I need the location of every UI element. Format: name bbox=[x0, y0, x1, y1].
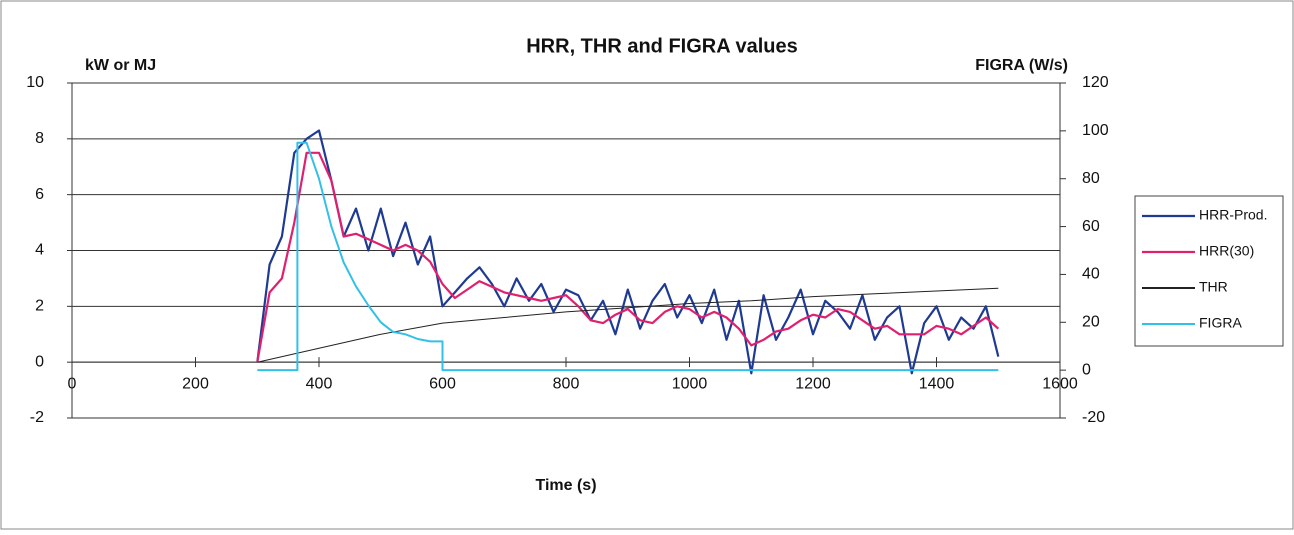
y-tick-label: 8 bbox=[35, 130, 44, 147]
legend-label: FIGRA bbox=[1199, 315, 1242, 331]
y2-tick-label: 80 bbox=[1082, 170, 1100, 187]
y2-tick-label: 40 bbox=[1082, 266, 1100, 283]
series-line bbox=[257, 141, 999, 372]
x-tick-label: 400 bbox=[306, 375, 333, 392]
y2-tick-label: 120 bbox=[1082, 74, 1109, 91]
y2-tick-label: 100 bbox=[1082, 122, 1109, 139]
y2-axis-label: FIGRA (W/s) bbox=[975, 57, 1068, 74]
x-tick-label: 800 bbox=[553, 375, 580, 392]
x-axis-label: Time (s) bbox=[535, 477, 596, 494]
legend-label: HRR(30) bbox=[1199, 243, 1254, 259]
legend-label: HRR-Prod. bbox=[1199, 207, 1267, 223]
series-line bbox=[257, 287, 999, 363]
y-tick-label: 10 bbox=[26, 74, 44, 91]
y-tick-label: 2 bbox=[35, 298, 44, 315]
y-tick-label: 6 bbox=[35, 186, 44, 203]
x-tick-label: 1400 bbox=[919, 375, 955, 392]
x-tick-label: 600 bbox=[429, 375, 456, 392]
legend bbox=[1134, 195, 1284, 347]
series-line bbox=[256, 151, 1000, 363]
series-line bbox=[256, 129, 1000, 375]
y2-tick-label: -20 bbox=[1082, 409, 1105, 426]
y2-tick-label: 0 bbox=[1082, 361, 1091, 378]
y-tick-label: 0 bbox=[35, 353, 44, 370]
y-axis-label: kW or MJ bbox=[85, 57, 156, 74]
y-tick-label: 4 bbox=[35, 242, 44, 259]
y2-tick-label: 20 bbox=[1082, 314, 1100, 331]
x-tick-label: 1000 bbox=[672, 375, 708, 392]
legend-label: THR bbox=[1199, 279, 1228, 295]
x-tick-label: 1200 bbox=[795, 375, 831, 392]
x-tick-label: 200 bbox=[182, 375, 209, 392]
chart-title: HRR, THR and FIGRA values bbox=[526, 35, 798, 57]
y-tick-label: -2 bbox=[30, 409, 44, 426]
y2-tick-label: 60 bbox=[1082, 218, 1100, 235]
